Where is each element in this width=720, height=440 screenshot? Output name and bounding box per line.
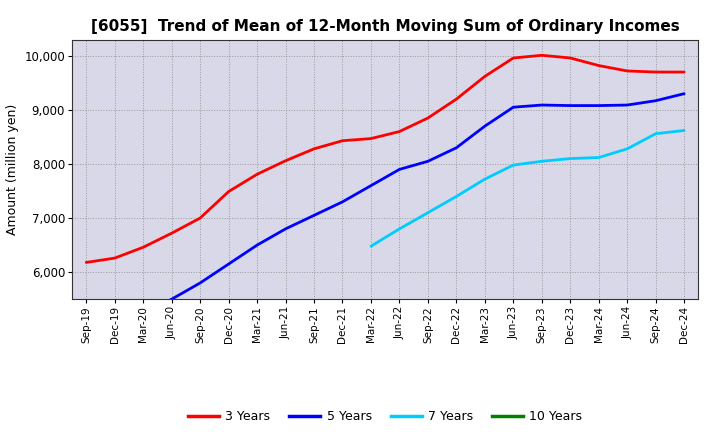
Title: [6055]  Trend of Mean of 12-Month Moving Sum of Ordinary Incomes: [6055] Trend of Mean of 12-Month Moving … [91,19,680,34]
Legend: 3 Years, 5 Years, 7 Years, 10 Years: 3 Years, 5 Years, 7 Years, 10 Years [183,405,588,428]
Y-axis label: Amount (million yen): Amount (million yen) [6,104,19,235]
